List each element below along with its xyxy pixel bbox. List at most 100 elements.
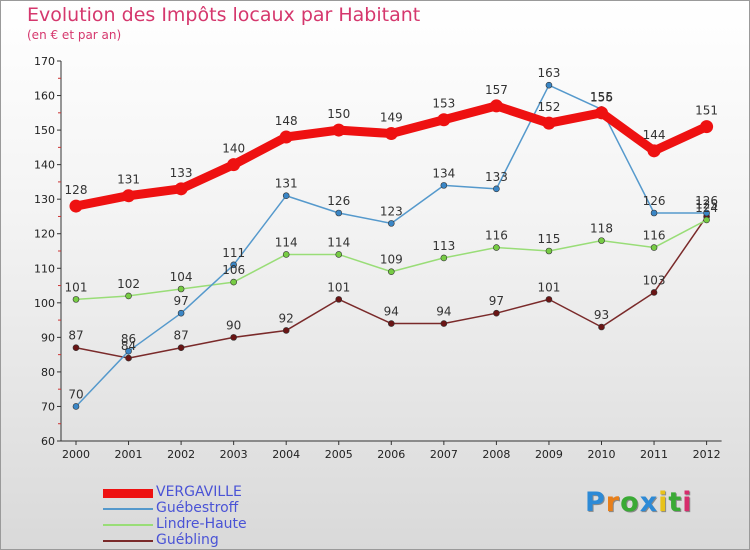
y-tick-label: 170 — [34, 55, 55, 68]
data-label: 97 — [173, 294, 188, 308]
data-label: 111 — [222, 246, 245, 260]
data-point — [174, 182, 188, 196]
data-point — [542, 116, 556, 130]
data-label: 115 — [537, 232, 560, 246]
data-point — [122, 189, 136, 203]
data-label: 144 — [643, 128, 666, 142]
legend-item: VERGAVILLE — [103, 484, 363, 501]
chart-title: Evolution des Impôts locaux par Habitant — [27, 4, 421, 26]
y-tick-label: 120 — [34, 228, 55, 241]
x-tick-label: 2005 — [325, 448, 353, 461]
data-label: 163 — [537, 66, 560, 80]
data-point — [332, 123, 346, 137]
data-point — [545, 247, 553, 255]
data-point — [335, 209, 343, 217]
data-point — [125, 354, 132, 362]
logo-letter: P — [585, 487, 606, 518]
data-label: 86 — [121, 332, 136, 346]
data-point — [647, 144, 661, 158]
data-point — [177, 285, 185, 293]
x-tick-label: 2008 — [482, 448, 510, 461]
data-label: 102 — [117, 277, 140, 291]
data-label: 84 — [121, 339, 136, 353]
data-point — [230, 261, 237, 269]
data-label: 114 — [275, 235, 298, 249]
data-label: 126 — [695, 194, 718, 208]
x-tick-label: 2009 — [535, 448, 563, 461]
data-point — [125, 292, 132, 300]
legend-label-lindre-haute: Lindre-Haute — [156, 516, 247, 532]
data-point — [335, 296, 343, 303]
data-label: 70 — [68, 387, 83, 401]
data-point — [230, 334, 237, 341]
data-label: 87 — [173, 329, 188, 343]
data-point — [545, 81, 553, 89]
data-point — [545, 296, 553, 303]
data-point — [177, 309, 185, 317]
data-point — [69, 199, 83, 213]
data-label: 116 — [485, 229, 508, 243]
data-point — [72, 296, 80, 303]
data-label: 114 — [327, 235, 350, 249]
legend-label-guebling: Guébling — [156, 532, 219, 548]
data-label: 118 — [590, 222, 613, 236]
data-label: 116 — [643, 229, 666, 243]
legend-item: Guébling — [103, 532, 363, 549]
data-label: 87 — [68, 329, 83, 343]
x-tick-label: 2010 — [588, 448, 616, 461]
legend-swatch-2 — [103, 524, 153, 526]
y-tick-label: 130 — [34, 193, 55, 206]
data-label: 153 — [432, 97, 455, 111]
y-tick-label: 150 — [34, 124, 55, 137]
x-tick-label: 2011 — [640, 448, 668, 461]
chart-subtitle: (en € et par an) — [27, 28, 122, 42]
data-point — [493, 244, 500, 251]
data-point — [125, 347, 132, 355]
logo-letter: x — [639, 487, 659, 518]
logo-letter: o — [620, 487, 640, 518]
data-label: 126 — [327, 194, 350, 208]
data-label: 156 — [590, 90, 613, 104]
data-point — [703, 216, 710, 224]
data-point — [650, 209, 658, 217]
logo-letter: i — [658, 487, 669, 518]
data-point — [598, 237, 605, 244]
data-point — [335, 251, 343, 258]
data-point — [437, 113, 451, 127]
data-point — [598, 323, 605, 331]
data-label: 128 — [65, 183, 88, 197]
data-label: 148 — [275, 114, 298, 128]
data-point — [489, 99, 503, 113]
legend-swatch-1 — [103, 508, 153, 510]
data-point — [493, 309, 500, 317]
legend: VERGAVILLE Guébestroff Lindre-Haute Guéb… — [103, 484, 363, 549]
data-point — [72, 403, 80, 410]
data-point — [440, 182, 448, 189]
data-label: 101 — [327, 280, 350, 294]
data-label: 140 — [222, 142, 245, 156]
data-point — [387, 268, 395, 276]
data-label: 101 — [65, 280, 88, 294]
series-line-3 — [75, 215, 708, 359]
y-tick-label: 160 — [34, 90, 55, 103]
data-label: 134 — [432, 166, 455, 180]
legend-label-guebestroff: Guébestroff — [156, 500, 239, 516]
proxiti-logo: Proxiti — [585, 487, 693, 518]
x-tick-label: 2006 — [377, 448, 405, 461]
y-tick-label: 60 — [41, 435, 55, 448]
data-point — [177, 344, 185, 352]
data-label: 133 — [170, 166, 193, 180]
data-point — [650, 244, 658, 251]
data-label: 113 — [432, 239, 455, 253]
data-label: 93 — [594, 308, 609, 322]
data-label: 131 — [117, 173, 140, 187]
x-tick-label: 2003 — [220, 448, 248, 461]
data-label: 155 — [590, 90, 613, 104]
data-label: 101 — [537, 280, 560, 294]
data-label: 124 — [695, 201, 718, 215]
data-label: 149 — [380, 111, 403, 125]
x-tick-label: 2004 — [272, 448, 300, 461]
data-label: 157 — [485, 83, 508, 97]
data-point — [282, 251, 290, 258]
